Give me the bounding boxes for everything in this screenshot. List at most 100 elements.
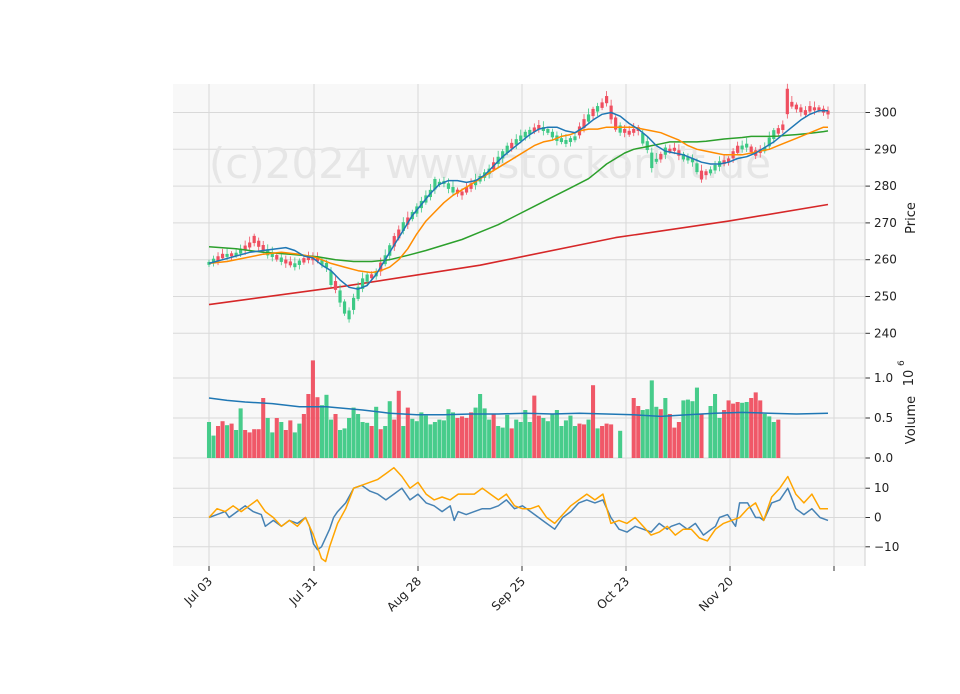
candle-body <box>505 145 509 153</box>
volume-bar <box>265 418 270 458</box>
volume-bar <box>753 392 758 458</box>
candle-body <box>324 262 329 268</box>
candle-body <box>365 274 369 282</box>
volume-tick-label: 1.0 <box>874 371 893 385</box>
volume-bar <box>464 418 469 458</box>
candle-body <box>641 133 645 144</box>
volume-bar <box>563 420 568 458</box>
volume-bar <box>206 422 212 458</box>
volume-bar <box>270 432 275 458</box>
volume-bars-layer <box>206 360 781 458</box>
candle-body <box>392 236 396 247</box>
volume-bar <box>708 406 713 458</box>
volume-bar <box>654 406 659 458</box>
volume-bar <box>220 421 225 458</box>
volume-bar <box>428 424 433 458</box>
candle-body <box>211 258 216 264</box>
volume-bar <box>496 426 501 458</box>
candle-body <box>713 164 717 171</box>
volume-bar <box>319 405 324 458</box>
candle-body <box>229 253 234 257</box>
volume-bar <box>342 428 347 458</box>
candle-body <box>722 160 726 165</box>
candle-body <box>686 156 690 161</box>
candle-body <box>216 256 220 261</box>
candle-body <box>586 114 591 122</box>
candle-body <box>361 278 365 289</box>
candle-body <box>329 271 333 285</box>
candle-body <box>437 181 442 185</box>
volume-bar <box>478 394 483 458</box>
volume-bar <box>469 412 474 458</box>
candle-body <box>333 281 338 290</box>
candle-body <box>600 102 604 108</box>
candle-body <box>433 179 437 190</box>
volume-bar <box>432 422 437 458</box>
volume-bar <box>234 430 239 458</box>
candle-body <box>749 146 753 153</box>
price-tick-label: 290 <box>874 142 897 156</box>
volume-bar <box>283 430 288 458</box>
volume-bar <box>518 422 523 458</box>
osc-line-1 <box>208 484 829 551</box>
price-tick-label: 280 <box>874 179 897 193</box>
price-tick-label: 270 <box>874 216 897 230</box>
candle-body <box>451 187 455 193</box>
candle-body <box>591 108 595 117</box>
candle-body <box>239 248 243 254</box>
volume-bar <box>658 409 663 458</box>
volume-bar <box>450 412 456 458</box>
volume-bar <box>685 399 690 458</box>
volume-bar <box>292 432 297 458</box>
candle-body <box>514 139 518 145</box>
volume-bar <box>577 423 582 458</box>
volume-bar <box>482 408 487 458</box>
candle-body <box>279 257 283 262</box>
volume-bar <box>572 426 578 458</box>
candle-body <box>794 104 798 110</box>
candle-body <box>288 261 292 266</box>
candle-body <box>528 129 532 135</box>
volume-bar <box>681 400 686 458</box>
volume-bar <box>771 422 776 458</box>
candle-body <box>677 150 681 156</box>
candle-body <box>234 252 238 256</box>
volume-bar <box>744 402 749 458</box>
volume-bar <box>663 398 668 458</box>
candle-body <box>559 138 564 143</box>
candle-body <box>681 153 686 160</box>
candle-body <box>356 286 360 299</box>
candle-body <box>781 124 785 130</box>
volume-bar <box>532 395 537 458</box>
volume-bar <box>238 408 243 458</box>
candle-body <box>315 258 320 262</box>
candle-body <box>690 158 695 163</box>
candle-body <box>261 245 265 252</box>
candle-body <box>338 290 342 303</box>
volume-bar <box>455 418 460 458</box>
candle-body <box>275 255 279 260</box>
candles-layer <box>207 83 830 323</box>
volume-bar <box>600 426 605 458</box>
candle-body <box>401 222 405 231</box>
candle-body <box>297 260 301 265</box>
ma-layer <box>208 109 829 290</box>
volume-bar <box>383 426 388 458</box>
candle-body <box>469 183 473 189</box>
candle-body <box>659 153 663 160</box>
candle-body <box>257 240 261 247</box>
volume-bar <box>256 429 261 458</box>
candle-body <box>817 107 821 111</box>
candle-body <box>654 158 658 162</box>
volume-bar <box>694 387 700 458</box>
volume-bar <box>396 390 401 458</box>
price-axis-label: Price <box>904 202 919 234</box>
volume-bar <box>351 407 356 458</box>
candle-body <box>668 148 672 152</box>
price-tick-label: 240 <box>874 326 897 340</box>
volume-bar <box>459 416 465 458</box>
volume-bar <box>636 406 641 458</box>
candle-body <box>550 131 554 138</box>
candle-body <box>799 107 803 113</box>
